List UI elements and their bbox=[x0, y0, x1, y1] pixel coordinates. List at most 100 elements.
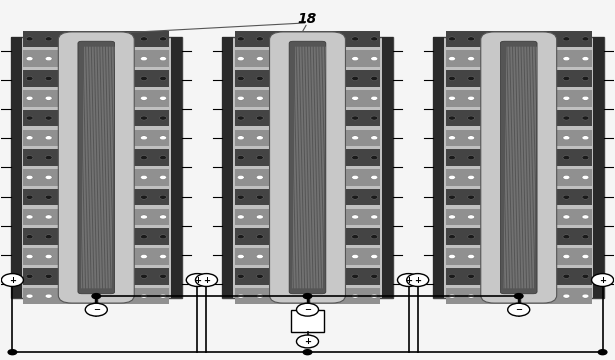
Circle shape bbox=[140, 76, 148, 81]
Circle shape bbox=[352, 156, 359, 159]
Bar bbox=[446, 248, 592, 265]
Circle shape bbox=[159, 96, 167, 100]
Circle shape bbox=[371, 57, 378, 61]
Circle shape bbox=[582, 215, 589, 219]
Circle shape bbox=[563, 116, 570, 120]
Circle shape bbox=[582, 255, 589, 258]
Circle shape bbox=[467, 175, 475, 179]
Circle shape bbox=[26, 274, 33, 278]
Circle shape bbox=[563, 96, 570, 100]
Bar bbox=[23, 209, 169, 225]
Bar bbox=[446, 149, 592, 166]
Bar bbox=[235, 130, 380, 146]
Circle shape bbox=[256, 195, 263, 199]
Bar bbox=[23, 31, 169, 47]
Text: −: − bbox=[304, 305, 311, 314]
Circle shape bbox=[563, 57, 570, 61]
Bar bbox=[235, 229, 380, 245]
Circle shape bbox=[26, 76, 33, 81]
Bar bbox=[10, 37, 22, 298]
Circle shape bbox=[256, 136, 263, 140]
Circle shape bbox=[237, 255, 244, 258]
Circle shape bbox=[582, 156, 589, 159]
Circle shape bbox=[26, 136, 33, 140]
Bar bbox=[222, 37, 233, 298]
Circle shape bbox=[237, 235, 244, 239]
Circle shape bbox=[26, 57, 33, 61]
Bar bbox=[222, 37, 393, 298]
Circle shape bbox=[237, 96, 244, 100]
Circle shape bbox=[159, 255, 167, 258]
Text: +: + bbox=[599, 275, 606, 284]
Circle shape bbox=[371, 116, 378, 120]
Circle shape bbox=[448, 195, 456, 199]
Circle shape bbox=[371, 294, 378, 298]
Circle shape bbox=[352, 215, 359, 219]
Circle shape bbox=[26, 235, 33, 239]
Circle shape bbox=[159, 274, 167, 278]
Circle shape bbox=[582, 116, 589, 120]
Bar bbox=[235, 31, 380, 47]
Circle shape bbox=[448, 96, 456, 100]
Circle shape bbox=[582, 235, 589, 239]
Circle shape bbox=[592, 274, 614, 287]
Circle shape bbox=[467, 294, 475, 298]
Bar bbox=[23, 248, 169, 265]
Circle shape bbox=[45, 195, 52, 199]
Circle shape bbox=[45, 215, 52, 219]
Circle shape bbox=[159, 37, 167, 41]
Bar bbox=[291, 310, 324, 332]
Text: +: + bbox=[194, 275, 201, 284]
Circle shape bbox=[45, 175, 52, 179]
Circle shape bbox=[467, 37, 475, 41]
Circle shape bbox=[303, 350, 312, 355]
Circle shape bbox=[256, 96, 263, 100]
Circle shape bbox=[237, 195, 244, 199]
Bar bbox=[23, 130, 169, 146]
Circle shape bbox=[159, 76, 167, 81]
Circle shape bbox=[237, 57, 244, 61]
Text: +: + bbox=[414, 275, 421, 284]
Circle shape bbox=[467, 116, 475, 120]
Circle shape bbox=[448, 235, 456, 239]
Bar bbox=[171, 37, 182, 298]
Circle shape bbox=[196, 274, 218, 287]
Bar bbox=[593, 37, 605, 298]
Circle shape bbox=[140, 294, 148, 298]
Circle shape bbox=[45, 76, 52, 81]
Circle shape bbox=[256, 215, 263, 219]
Circle shape bbox=[448, 116, 456, 120]
Circle shape bbox=[85, 303, 107, 316]
Circle shape bbox=[256, 255, 263, 258]
Circle shape bbox=[582, 294, 589, 298]
Bar bbox=[446, 209, 592, 225]
Circle shape bbox=[237, 37, 244, 41]
Circle shape bbox=[467, 76, 475, 81]
Circle shape bbox=[45, 274, 52, 278]
Circle shape bbox=[296, 335, 319, 348]
Circle shape bbox=[582, 136, 589, 140]
Bar bbox=[23, 70, 169, 87]
Circle shape bbox=[448, 136, 456, 140]
Circle shape bbox=[467, 274, 475, 278]
Bar bbox=[23, 288, 169, 304]
Circle shape bbox=[563, 76, 570, 81]
Circle shape bbox=[448, 274, 456, 278]
Circle shape bbox=[582, 96, 589, 100]
Circle shape bbox=[45, 96, 52, 100]
Circle shape bbox=[563, 136, 570, 140]
Circle shape bbox=[26, 215, 33, 219]
Circle shape bbox=[1, 274, 23, 287]
Circle shape bbox=[371, 255, 378, 258]
Circle shape bbox=[159, 235, 167, 239]
Bar bbox=[446, 229, 592, 245]
Circle shape bbox=[140, 156, 148, 159]
Bar bbox=[235, 149, 380, 166]
Circle shape bbox=[237, 76, 244, 81]
Circle shape bbox=[563, 195, 570, 199]
Circle shape bbox=[563, 255, 570, 258]
Bar bbox=[235, 268, 380, 284]
Text: +: + bbox=[405, 275, 412, 284]
Text: +: + bbox=[203, 275, 210, 284]
Circle shape bbox=[467, 96, 475, 100]
